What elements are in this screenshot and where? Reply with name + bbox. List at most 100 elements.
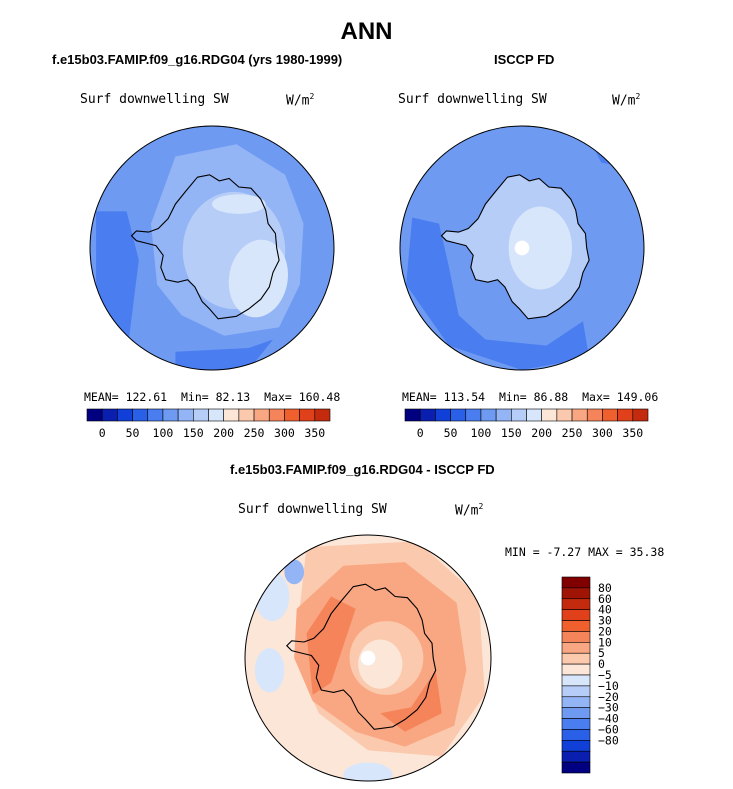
panel-3-colorbar-swatch <box>561 674 591 687</box>
panel-3-colorbar-swatch <box>561 750 591 763</box>
panel-1-field-label: Surf downwelling SW <box>80 92 229 107</box>
panel-1-map-field <box>90 126 334 370</box>
panel-1-colorbar-swatch <box>238 408 255 422</box>
panel-1-colorbar-tick-label: 200 <box>213 426 234 440</box>
panel-2-field-label: Surf downwelling SW <box>398 92 547 107</box>
panel-3-map-contour-fill <box>254 648 285 693</box>
panel-3-field-label: Surf downwelling SW <box>238 502 387 517</box>
panel-2-map <box>399 125 645 371</box>
panel-2-colorbar-swatch <box>632 408 649 422</box>
panel-1-map-contour-fill <box>175 339 273 370</box>
panel-2-colorbar-swatch <box>617 408 634 422</box>
panel-1-map-coastline <box>130 174 280 320</box>
panel-2-colorbar-tick-label: 50 <box>444 426 458 440</box>
panel-2-map-boundary <box>399 125 645 371</box>
panel-3-map-pole-mask <box>360 650 376 666</box>
panel-3-map-contour-fill <box>306 596 356 695</box>
panel-3-stats: MIN = -7.27 MAX = 35.38 <box>505 545 665 559</box>
panel-3-colorbar-tick-label: 0 <box>598 657 605 671</box>
panel-2-colorbar-tick-label: 150 <box>501 426 522 440</box>
panel-2-min: 86.88 <box>533 390 569 404</box>
panel-2-colorbar-swatch <box>602 408 618 422</box>
panel-3-colorbar-swatch <box>561 620 591 632</box>
panel-3-title: f.e15b03.FAMIP.f09_g16.RDG04 - ISCCP FD <box>230 462 495 477</box>
panel-2-colorbar-tick-label: 100 <box>471 426 492 440</box>
panel-2-colorbar-swatch <box>556 408 573 422</box>
panel-1-colorbar-swatch <box>117 408 133 422</box>
panel-1-colorbar-swatch <box>268 408 285 422</box>
panel-2-colorbar-tick-label: 250 <box>562 426 583 440</box>
panel-2-colorbar-swatch <box>404 408 421 422</box>
panel-2-colorbar: 0 50 100 150 200 250 300 350 <box>404 408 649 440</box>
panel-2-colorbar-swatch <box>435 408 451 422</box>
panel-3-colorbar-tick-label: 30 <box>598 614 612 628</box>
panel-1-mean: 122.61 <box>125 390 168 404</box>
panel-3-colorbar-swatch <box>561 631 591 643</box>
panel-2-colorbar-swatch <box>586 408 603 422</box>
panel-1-stats: MEAN= 122.61 Min= 82.13 Max= 160.48 <box>84 390 341 404</box>
panel-2-map-coastline <box>440 174 590 320</box>
panel-3-colorbar-tick-label: 80 <box>598 581 612 595</box>
panel-3-colorbar-swatch <box>561 718 591 730</box>
panel-1-colorbar-tick-label: 150 <box>183 426 204 440</box>
panel-3-colorbar-swatch <box>561 576 591 589</box>
panel-3-colorbar-swatch <box>561 652 591 665</box>
panel-2-map-contour-fill <box>406 217 590 370</box>
panel-3-colorbar-tick-label: 10 <box>598 635 612 649</box>
panel-3-colorbar-tick-label: −20 <box>598 690 619 704</box>
panel-3-colorbar-tick-label: 20 <box>598 624 612 638</box>
panel-1-title: f.e15b03.FAMIP.f09_g16.RDG04 (yrs 1980-1… <box>52 52 343 67</box>
panel-1-colorbar-swatch <box>132 408 149 422</box>
figure-title: ANN <box>340 18 393 45</box>
panel-3-colorbar-tick-label: 40 <box>598 603 612 617</box>
panel-3-colorbar-swatch <box>561 642 591 654</box>
panel-2-mean: 113.54 <box>443 390 486 404</box>
panel-1-colorbar-swatch <box>223 408 240 422</box>
panel-1-colorbar-swatch <box>193 408 209 422</box>
panel-3-colorbar-swatch <box>561 707 591 719</box>
panel-2-colorbar-swatch <box>480 408 497 422</box>
panel-1-colorbar-swatch <box>162 408 179 422</box>
panel-1-colorbar-swatch <box>284 408 300 422</box>
panel-3-colorbar-swatch <box>561 663 591 676</box>
panel-2-colorbar-swatch <box>511 408 527 422</box>
panel-1-colorbar-swatch <box>253 408 270 422</box>
panel-2-units: W/m2 <box>612 92 641 109</box>
panel-1-colorbar-tick-label: 250 <box>244 426 265 440</box>
panel-3-map <box>244 534 492 782</box>
panel-1-map-contour-fill <box>228 239 288 318</box>
panel-3-colorbar-tick-label: −60 <box>598 722 619 736</box>
panel-2-title: ISCCP FD <box>494 52 555 67</box>
panel-2-stats: MEAN= 113.54 Min= 86.88 Max= 149.06 <box>402 390 659 404</box>
panel-2-colorbar-swatch <box>526 408 542 422</box>
panel-3-colorbar-swatch <box>561 761 591 774</box>
panel-3-colorbar-tick-label: −30 <box>598 701 619 715</box>
panel-2-map-pole-mask <box>514 240 530 256</box>
panel-1-colorbar-tick-label: 300 <box>274 426 295 440</box>
panel-1-min: 82.13 <box>215 390 251 404</box>
panel-3-colorbar-swatch <box>561 598 591 610</box>
panel-1-colorbar-swatch <box>314 408 331 422</box>
panel-1-colorbar-tick-label: 0 <box>99 426 106 440</box>
panel-1-colorbar-swatch <box>299 408 316 422</box>
panel-1-colorbar-swatch <box>101 408 118 422</box>
panel-3-colorbar-tick-label: −5 <box>598 668 612 682</box>
panel-3-colorbar-tick-label: −10 <box>598 679 619 693</box>
panel-1-colorbar: 0 50 100 150 200 250 300 350 <box>86 408 331 440</box>
panel-1-max: 160.48 <box>298 390 341 404</box>
panel-3-map-contour-fill <box>380 670 442 732</box>
panel-1-units: W/m2 <box>286 92 315 109</box>
panel-2-colorbar-swatch <box>419 408 436 422</box>
panel-1-colorbar-swatch <box>86 408 103 422</box>
panel-1-map <box>89 125 335 371</box>
panel-3-colorbar-tick-label: 5 <box>598 646 605 660</box>
panel-3-map-contour-fill <box>254 571 290 622</box>
panel-3-colorbar-swatch <box>561 609 591 621</box>
panel-1-colorbar-tick-label: 50 <box>126 426 140 440</box>
panel-3-units: W/m2 <box>455 502 484 519</box>
panel-1-colorbar-tick-label: 100 <box>153 426 174 440</box>
panel-2-colorbar-tick-label: 300 <box>592 426 613 440</box>
panel-2-max: 149.06 <box>616 390 659 404</box>
panel-2-colorbar-tick-label: 0 <box>417 426 424 440</box>
